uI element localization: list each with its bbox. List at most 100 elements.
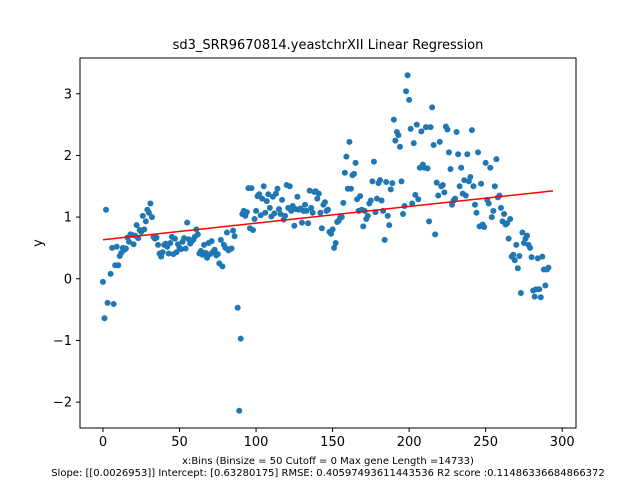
data-point xyxy=(159,249,166,256)
x-tick-label: 300 xyxy=(550,435,575,450)
data-point xyxy=(398,178,405,185)
data-point xyxy=(133,222,140,229)
data-point xyxy=(390,116,397,123)
data-point xyxy=(153,234,160,241)
data-point xyxy=(471,201,478,208)
data-point xyxy=(130,241,137,248)
data-point xyxy=(282,212,289,219)
data-point xyxy=(329,226,336,233)
data-point xyxy=(433,179,440,186)
data-point xyxy=(517,289,524,296)
data-point xyxy=(409,200,416,207)
data-point xyxy=(249,227,256,234)
data-point xyxy=(101,315,108,322)
data-point xyxy=(445,149,452,156)
data-point xyxy=(381,236,388,243)
data-point xyxy=(473,209,480,216)
data-point xyxy=(455,151,462,158)
data-point xyxy=(464,151,471,158)
data-point xyxy=(325,206,331,213)
data-point xyxy=(352,159,359,166)
data-point xyxy=(542,282,549,289)
data-point xyxy=(432,231,439,238)
y-tick-label: 1 xyxy=(64,211,72,226)
data-point xyxy=(276,206,283,213)
data-point xyxy=(109,244,116,251)
data-point xyxy=(208,238,215,245)
data-point xyxy=(505,235,512,242)
data-point xyxy=(360,223,367,230)
data-point xyxy=(444,126,451,133)
data-point xyxy=(113,243,120,250)
x-tick-label: 200 xyxy=(397,435,422,450)
data-point xyxy=(274,185,281,192)
y-axis: −2 −1 0 1 2 3 xyxy=(53,87,80,411)
data-point xyxy=(341,169,348,176)
data-point xyxy=(401,203,408,209)
data-point xyxy=(291,222,298,229)
data-point xyxy=(178,246,185,253)
data-point xyxy=(279,196,286,203)
data-point xyxy=(441,189,448,196)
x-axis-label: x:Bins (Binsize = 50 Cutoff = 0 Max gene… xyxy=(182,456,474,467)
data-point xyxy=(202,249,209,256)
data-point xyxy=(475,149,482,156)
data-point xyxy=(507,215,514,222)
data-point xyxy=(427,124,434,131)
data-point xyxy=(426,218,433,225)
data-point xyxy=(357,193,364,200)
data-point xyxy=(139,212,146,219)
data-point xyxy=(436,138,443,145)
data-point xyxy=(387,186,394,193)
data-point xyxy=(194,231,201,238)
data-point xyxy=(370,158,377,165)
data-point xyxy=(424,165,431,172)
data-point xyxy=(321,199,328,206)
data-point xyxy=(340,199,347,206)
y-tick-label: −1 xyxy=(53,334,72,349)
data-point xyxy=(171,235,178,242)
data-point xyxy=(367,197,374,204)
data-point xyxy=(294,193,301,200)
data-point xyxy=(236,407,243,414)
data-point xyxy=(456,183,463,190)
data-point xyxy=(467,174,474,181)
data-point xyxy=(386,222,393,229)
data-point xyxy=(309,209,316,216)
data-point xyxy=(298,219,305,226)
data-point xyxy=(439,182,446,189)
data-point xyxy=(413,121,420,128)
data-point xyxy=(263,198,270,205)
y-tick-label: 0 xyxy=(64,272,72,287)
data-point xyxy=(259,195,266,202)
y-tick-label: 2 xyxy=(64,149,72,164)
data-point xyxy=(147,200,154,207)
data-point xyxy=(228,245,235,252)
data-point xyxy=(141,226,148,233)
data-point xyxy=(410,140,417,147)
data-point xyxy=(99,278,106,285)
y-tick-label: 3 xyxy=(64,87,72,102)
data-point xyxy=(491,183,498,190)
x-tick-label: 50 xyxy=(171,435,188,450)
data-point xyxy=(214,251,221,258)
data-point xyxy=(306,187,313,194)
data-point xyxy=(392,137,399,144)
data-point xyxy=(145,209,152,216)
data-point xyxy=(277,211,284,218)
data-point xyxy=(369,178,376,185)
data-point xyxy=(490,207,497,214)
data-point xyxy=(488,214,495,221)
data-point xyxy=(447,166,454,172)
data-point xyxy=(103,206,110,213)
data-point xyxy=(351,170,358,177)
data-point xyxy=(514,265,521,272)
data-point xyxy=(435,192,442,199)
data-point xyxy=(404,72,411,79)
data-point xyxy=(539,253,546,260)
data-point xyxy=(510,251,517,258)
data-point xyxy=(478,180,485,187)
data-point xyxy=(501,211,508,218)
chart-title: sd3_SRR9670814.yeastchrXII Linear Regres… xyxy=(173,38,484,53)
